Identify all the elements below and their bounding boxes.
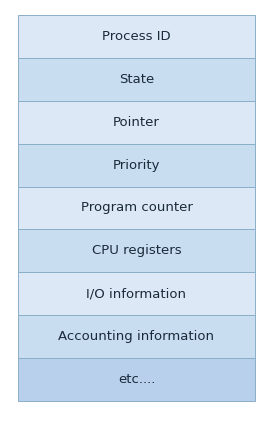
Text: Accounting information: Accounting information (58, 330, 215, 343)
Bar (18, 229, 255, 272)
Bar (18, 58, 255, 101)
Text: State: State (119, 73, 154, 86)
Text: etc....: etc.... (118, 373, 155, 386)
Text: CPU registers: CPU registers (92, 244, 181, 257)
Bar (18, 358, 255, 401)
Bar (18, 101, 255, 144)
Bar (18, 187, 255, 229)
Bar (18, 15, 255, 58)
Text: Process ID: Process ID (102, 30, 171, 43)
Text: I/O information: I/O information (87, 287, 186, 300)
Bar (18, 272, 255, 315)
Text: Program counter: Program counter (81, 202, 192, 215)
Text: Priority: Priority (113, 159, 160, 172)
Text: Pointer: Pointer (113, 116, 160, 129)
Bar (18, 144, 255, 187)
Bar (18, 315, 255, 358)
